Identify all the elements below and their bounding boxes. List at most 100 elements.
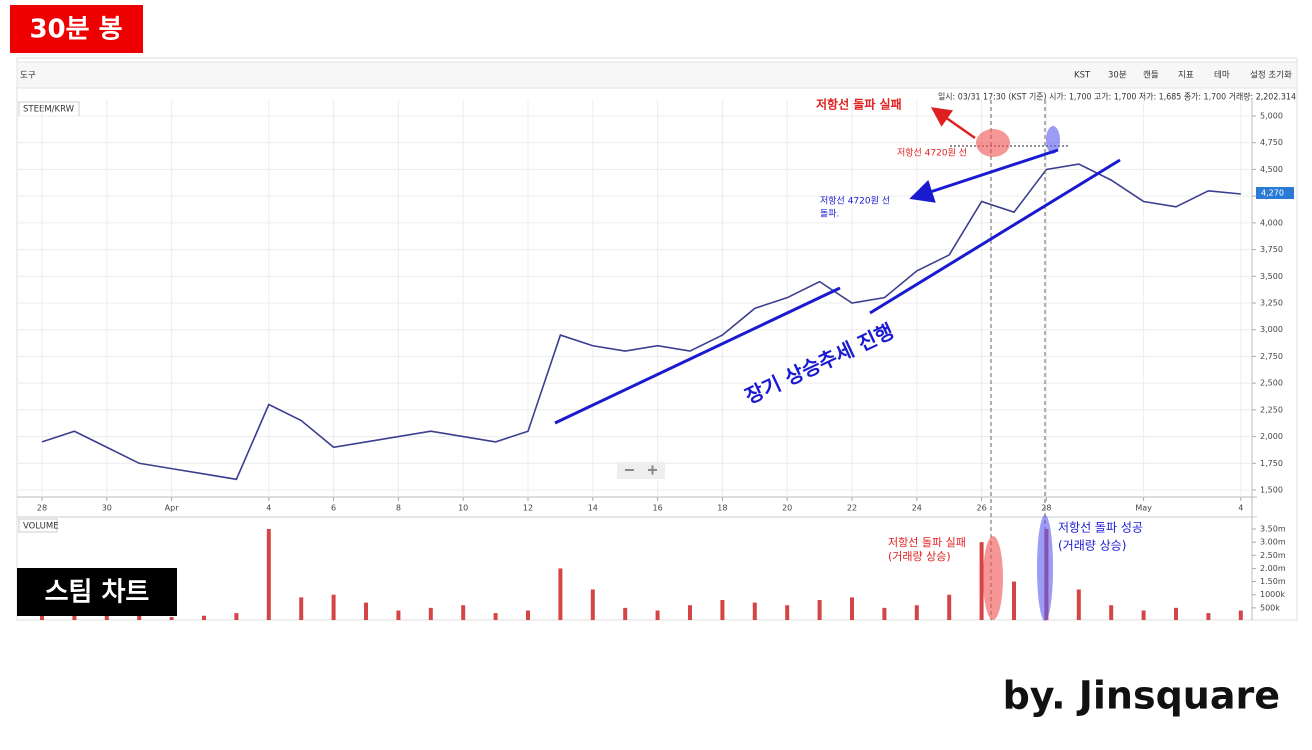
volume-bar — [558, 568, 563, 620]
volume-bar — [655, 610, 660, 620]
credit: by. Jinsquare — [1003, 674, 1280, 718]
volume-bar — [623, 607, 628, 620]
last-price-tag — [1256, 187, 1294, 199]
volume-bar — [137, 615, 142, 620]
x-tick-label: 28 — [37, 504, 47, 513]
x-tick-label: 8 — [396, 504, 401, 513]
volume-bars — [40, 529, 1243, 620]
annotation: 저항선 돌파 실패 — [816, 97, 902, 112]
trend-line — [869, 158, 1121, 315]
fail-arrow — [930, 107, 976, 140]
toolbar-tools[interactable]: 도구 — [20, 71, 36, 81]
toolbar-item[interactable]: 테마 — [1214, 71, 1230, 81]
volume-bar — [396, 610, 401, 620]
y-tick-label: 3,000 — [1260, 325, 1283, 334]
y-tick-label: 3,750 — [1260, 245, 1283, 254]
x-tick-label: 4 — [266, 504, 271, 513]
y-tick-label: 5,000 — [1260, 112, 1283, 121]
tag-box — [17, 568, 177, 616]
volume-bar — [785, 605, 790, 620]
volume-bar — [169, 617, 174, 620]
tag-bottom: 스팀 차트 — [45, 578, 150, 608]
success-volume-highlight — [1037, 515, 1053, 621]
volume-bar — [1109, 605, 1114, 620]
volume-bar — [104, 614, 109, 620]
annotation: 저항선 4720원 선 — [820, 196, 890, 207]
y-tick-label: 4,750 — [1260, 138, 1283, 147]
y-tick-label: 1,750 — [1260, 459, 1283, 468]
y-tick-label: 3,500 — [1260, 272, 1283, 281]
x-tick-label: Apr — [165, 504, 180, 513]
x-tick-label: 24 — [912, 504, 922, 513]
tag-box — [10, 5, 143, 53]
volume-bar — [752, 602, 757, 620]
volume-bar — [817, 599, 822, 620]
volume-bar — [1141, 610, 1146, 620]
x-tick-label: 4 — [1238, 504, 1243, 513]
y-tick-label: 1,500 — [1260, 486, 1283, 495]
ohlc-info: 일시: 03/31 17:30 (KST 기준) 시가: 1,700 고가: 1… — [938, 92, 1296, 103]
y-tick-label: 2,750 — [1260, 352, 1283, 361]
annotation: (거래량 상승) — [1058, 539, 1126, 553]
y-tick-label: 2,500 — [1260, 379, 1283, 388]
volume-bar — [882, 607, 887, 620]
annotation: 저항선 돌파 실패 — [888, 536, 966, 549]
y-tick-label: 1.50m — [1260, 577, 1286, 586]
volume-bar — [364, 602, 368, 620]
toolbar-item[interactable]: 설정 초기화 — [1250, 70, 1292, 81]
x-tick-label: 20 — [782, 504, 792, 513]
volume-bar — [590, 589, 595, 620]
price-line — [41, 163, 1241, 481]
volume-bar — [914, 605, 919, 620]
volume-bar — [1174, 607, 1178, 620]
y-tick-label: 2.50m — [1260, 551, 1286, 560]
y-tick-label: 2,000 — [1260, 432, 1283, 441]
volume-bar — [493, 613, 498, 620]
y-tick-label: 2,250 — [1260, 405, 1283, 414]
x-tick-label: 18 — [717, 504, 727, 513]
y-tick-label: 3,250 — [1260, 299, 1283, 308]
volume-bar — [461, 605, 466, 620]
annotation: 돌파. — [820, 209, 839, 220]
x-tick-label: 26 — [977, 504, 987, 513]
x-tick-label: 28 — [1041, 504, 1051, 513]
x-tick-label: 16 — [653, 504, 663, 513]
annotation: 저항선 4720원 선 — [897, 148, 967, 159]
volume-bar — [1206, 613, 1211, 620]
toolbar-item[interactable]: 30분 — [1108, 71, 1127, 81]
volume-bar — [720, 599, 725, 620]
success-highlight — [1046, 126, 1060, 154]
volume-bar — [299, 597, 304, 620]
symbol-label: STEEM/KRW — [23, 105, 75, 115]
x-tick-label: 14 — [588, 504, 598, 513]
toolbar-item[interactable]: KST — [1074, 71, 1091, 81]
volume-bar — [331, 594, 336, 620]
x-tick-label: 12 — [523, 504, 533, 513]
toolbar-item[interactable]: 지표 — [1178, 71, 1194, 81]
y-tick-label: 1000k — [1260, 590, 1285, 599]
breakout-arrow — [909, 148, 1059, 203]
volume-bar — [202, 615, 206, 620]
x-tick-label: 30 — [102, 504, 112, 513]
volume-bar — [1076, 589, 1081, 620]
annotation: 저항선 돌파 성공 — [1058, 521, 1143, 535]
volume-bar — [850, 597, 854, 620]
volume-bar — [40, 613, 44, 620]
volume-bar — [266, 529, 271, 620]
y-tick-label: 3.00m — [1260, 538, 1286, 547]
fail-volume-highlight — [983, 536, 1003, 620]
zoom-controls[interactable] — [617, 462, 665, 479]
y-tick-label: 3.50m — [1260, 525, 1286, 534]
x-tick-label: 6 — [331, 504, 336, 513]
volume-bar — [526, 610, 530, 620]
volume-bar — [1238, 610, 1243, 620]
volume-bar — [234, 613, 239, 620]
toolbar-item[interactable]: 캔들 — [1143, 70, 1159, 81]
y-tick-label: 4,000 — [1260, 218, 1283, 227]
y-tick-label: 500k — [1260, 603, 1280, 612]
volume-bar — [979, 542, 984, 620]
zoom-bar[interactable] — [617, 462, 665, 479]
fail-highlight — [976, 129, 1010, 157]
